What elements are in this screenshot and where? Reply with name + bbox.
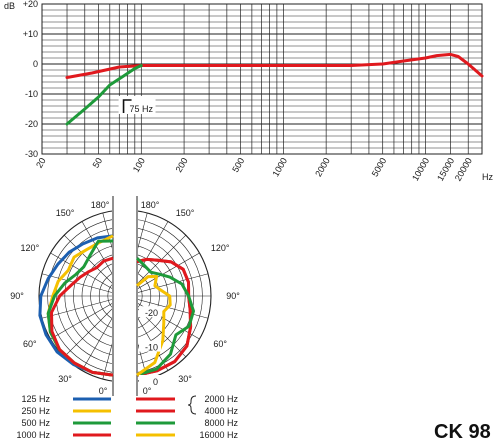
legend-label-right: 2000 Hz (204, 394, 238, 404)
legend-label-left: 125 Hz (21, 394, 50, 404)
radial-tick-label: -10 (145, 343, 158, 353)
angle-label: 0° (99, 386, 108, 396)
y-tick-label: +20 (23, 0, 38, 9)
radial-label-background (139, 306, 161, 318)
angle-label: 90° (10, 291, 24, 301)
x-tick-label: 1000 (270, 156, 289, 178)
plot-frame (41, 3, 483, 155)
x-tick-label: 20 (34, 156, 48, 170)
polar-pattern-curves (38, 234, 195, 377)
x-tick-label: 500 (230, 156, 246, 174)
polar-spoke (124, 273, 209, 297)
polar-pattern-grid (38, 196, 212, 398)
annotation-75hz: 75 Hz (130, 104, 154, 114)
polar-curve-right (136, 275, 172, 377)
legend-label-right: 8000 Hz (204, 418, 238, 428)
radial-tick-label: -20 (145, 308, 158, 318)
response-curve-lowcut (65, 64, 143, 126)
radial-label-background (139, 340, 161, 352)
y-tick-label: +10 (23, 29, 38, 39)
angle-label: 120° (211, 243, 230, 253)
x-tick-label: 5000 (370, 156, 389, 178)
radial-tick-label: 0 (153, 377, 158, 387)
radial-label-background (139, 375, 161, 386)
response-curve-main (65, 52, 484, 79)
polar-spoke (41, 295, 126, 319)
angle-label: 150° (56, 208, 75, 218)
angle-label: 180° (91, 200, 110, 210)
angle-label: 30° (178, 374, 192, 384)
x-tick-label: 200 (174, 156, 190, 174)
angle-label: 120° (21, 243, 40, 253)
x-tick-label: 2000 (313, 156, 332, 178)
lowcut-symbol (122, 99, 132, 113)
legend-label-left: 1000 Hz (16, 430, 50, 440)
legend-label-left: 500 Hz (21, 418, 50, 428)
polar-curve-left (50, 256, 114, 377)
angle-label: 60° (213, 339, 227, 349)
legend-label-right: 4000 Hz (204, 406, 238, 416)
frequency-legend: 125 Hz 250 Hz 500 Hz 1000 Hz 2000 Hz 4000 Hz 8… (16, 394, 238, 440)
legend-label-left: 250 Hz (21, 406, 50, 416)
x-tick-label: 10000 (410, 156, 431, 183)
x-tick-label: 50 (91, 156, 105, 170)
polar-curve-right (135, 257, 195, 377)
angle-label: 90° (226, 291, 240, 301)
angle-label: 150° (176, 208, 195, 218)
angle-label: 30° (58, 374, 72, 384)
polar-curve-left (38, 234, 114, 377)
frequency-response-curves (65, 52, 484, 126)
model-name: CK 98 (434, 421, 491, 443)
x-axis-unit: Hz (482, 172, 493, 182)
center-gap (112, 196, 138, 398)
y-tick-label: -30 (25, 149, 38, 159)
y-tick-label: 0 (33, 59, 38, 69)
y-tick-label: -20 (25, 119, 38, 129)
angle-label: 180° (141, 200, 160, 210)
frequency-response-grid (41, 3, 483, 155)
y-tick-label: -10 (25, 89, 38, 99)
legend-brace (187, 395, 197, 415)
legend-label-right: 16000 Hz (199, 430, 238, 440)
y-axis-unit: dB (4, 1, 15, 11)
x-tick-label: 20000 (453, 156, 474, 183)
angle-label: 60° (23, 339, 37, 349)
polar-pattern-labels: 0 -10 -20 0° 0° 30° 30° 60° 60° 90° 90° 120° 120° 150… (10, 200, 240, 396)
angle-label: 0° (143, 386, 152, 396)
polar-spoke (41, 273, 126, 297)
x-tick-label: 100 (131, 156, 147, 174)
